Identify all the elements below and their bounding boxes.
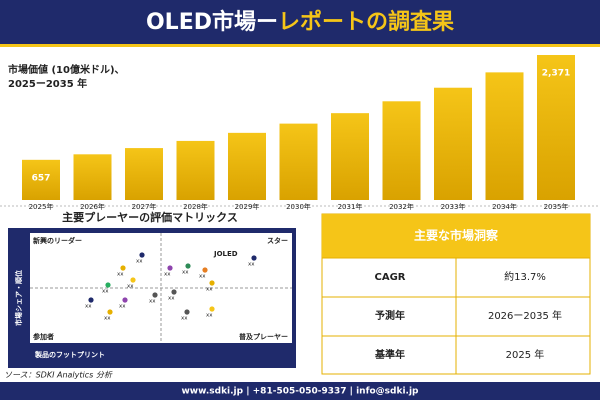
bar (537, 55, 575, 200)
insight-value: 約13.7% (504, 270, 546, 283)
x-tick-label: 2029年 (235, 202, 260, 211)
insight-key: 予測年 (375, 309, 405, 322)
matrix-title: 主要プレーヤーの評価マトリックス (62, 210, 238, 224)
matrix-point (209, 280, 215, 286)
x-tick-label: 2035年 (544, 202, 569, 211)
x-tick-label: 2032年 (389, 202, 414, 211)
insights-title: 主要な市場洞察 (414, 228, 499, 243)
value-label: 657 (32, 173, 51, 183)
x-tick-label: 2034年 (492, 202, 517, 211)
value-label: 2,371 (542, 69, 570, 79)
matrix-point (107, 309, 113, 315)
matrix-point (202, 267, 208, 273)
matrix-point (251, 255, 257, 261)
matrix-x-axis: 製品のフットプリント (34, 350, 105, 359)
point-label: xx (102, 289, 109, 295)
matrix-point (139, 252, 145, 258)
title: OLED市場ー (146, 9, 278, 35)
matrix-point (185, 263, 191, 269)
point-label: xx (182, 270, 189, 276)
point-label: xx (199, 274, 206, 280)
matrix-point (130, 277, 136, 283)
header-band (0, 0, 600, 44)
x-tick-label: 2025年 (29, 202, 54, 211)
point-label: xx (206, 287, 213, 293)
point-label: xx (136, 259, 143, 265)
bar (434, 87, 472, 200)
point-label: xx (85, 304, 92, 310)
matrix-point (171, 289, 177, 295)
matrix-point (209, 306, 215, 312)
point-label: xx (119, 304, 126, 310)
x-tick-label: 2026年 (80, 202, 105, 211)
bar (125, 148, 163, 200)
matrix-point (105, 282, 111, 288)
matrix-point (88, 297, 94, 303)
x-tick-label: 2030年 (286, 202, 311, 211)
bar (73, 154, 112, 200)
bar (228, 132, 266, 200)
header-rule (0, 44, 600, 47)
insight-value: 2025 年 (506, 348, 545, 361)
chart-subtitle: 2025ー2035 年 (8, 77, 87, 90)
x-tick-label: 2031年 (338, 202, 363, 211)
highlight-label: JOLED (213, 250, 238, 258)
quadrant-label: スター (267, 236, 288, 245)
point-label: xx (248, 262, 255, 268)
insight-value: 2026ー2035 年 (488, 309, 562, 322)
title: レポートの調査果 (278, 9, 454, 35)
x-tick-label: 2028年 (183, 202, 208, 211)
chart-subtitle: 市場価値 (10億米ドル)、 (8, 63, 125, 76)
bar (176, 140, 215, 200)
bar (485, 72, 524, 200)
point-label: xx (104, 316, 111, 322)
point-label: xx (117, 272, 124, 278)
bar (331, 113, 369, 200)
point-label: xx (181, 316, 188, 322)
bar (279, 123, 318, 200)
footer-band (0, 382, 600, 400)
matrix-point (184, 309, 190, 315)
matrix-y-axis: 市場シェア・順位 (14, 270, 23, 326)
point-label: xx (164, 272, 171, 278)
point-label: xx (127, 284, 134, 290)
x-tick-label: 2033年 (441, 202, 466, 211)
quadrant-label: 参加者 (33, 332, 54, 341)
matrix-point (122, 297, 128, 303)
source: ソース：SDKI Analytics 分析 (4, 371, 113, 380)
x-tick-label: 2027年 (132, 202, 157, 211)
point-label: xx (149, 299, 156, 305)
insight-key: 基準年 (374, 348, 405, 361)
matrix-point (120, 265, 126, 271)
quadrant-label: 普及プレーヤー (239, 332, 288, 341)
matrix-point (152, 292, 158, 298)
quadrant-label: 新興のリーダー (33, 236, 82, 245)
matrix-point (167, 265, 173, 271)
insight-key: CAGR (375, 272, 406, 283)
point-label: xx (206, 313, 213, 319)
bar (382, 101, 421, 200)
footer: www.sdki.jp | +81-505-050-9337 | info@sd… (181, 387, 419, 397)
point-label: xx (168, 296, 175, 302)
bar (22, 159, 60, 200)
insights-header (322, 214, 590, 258)
